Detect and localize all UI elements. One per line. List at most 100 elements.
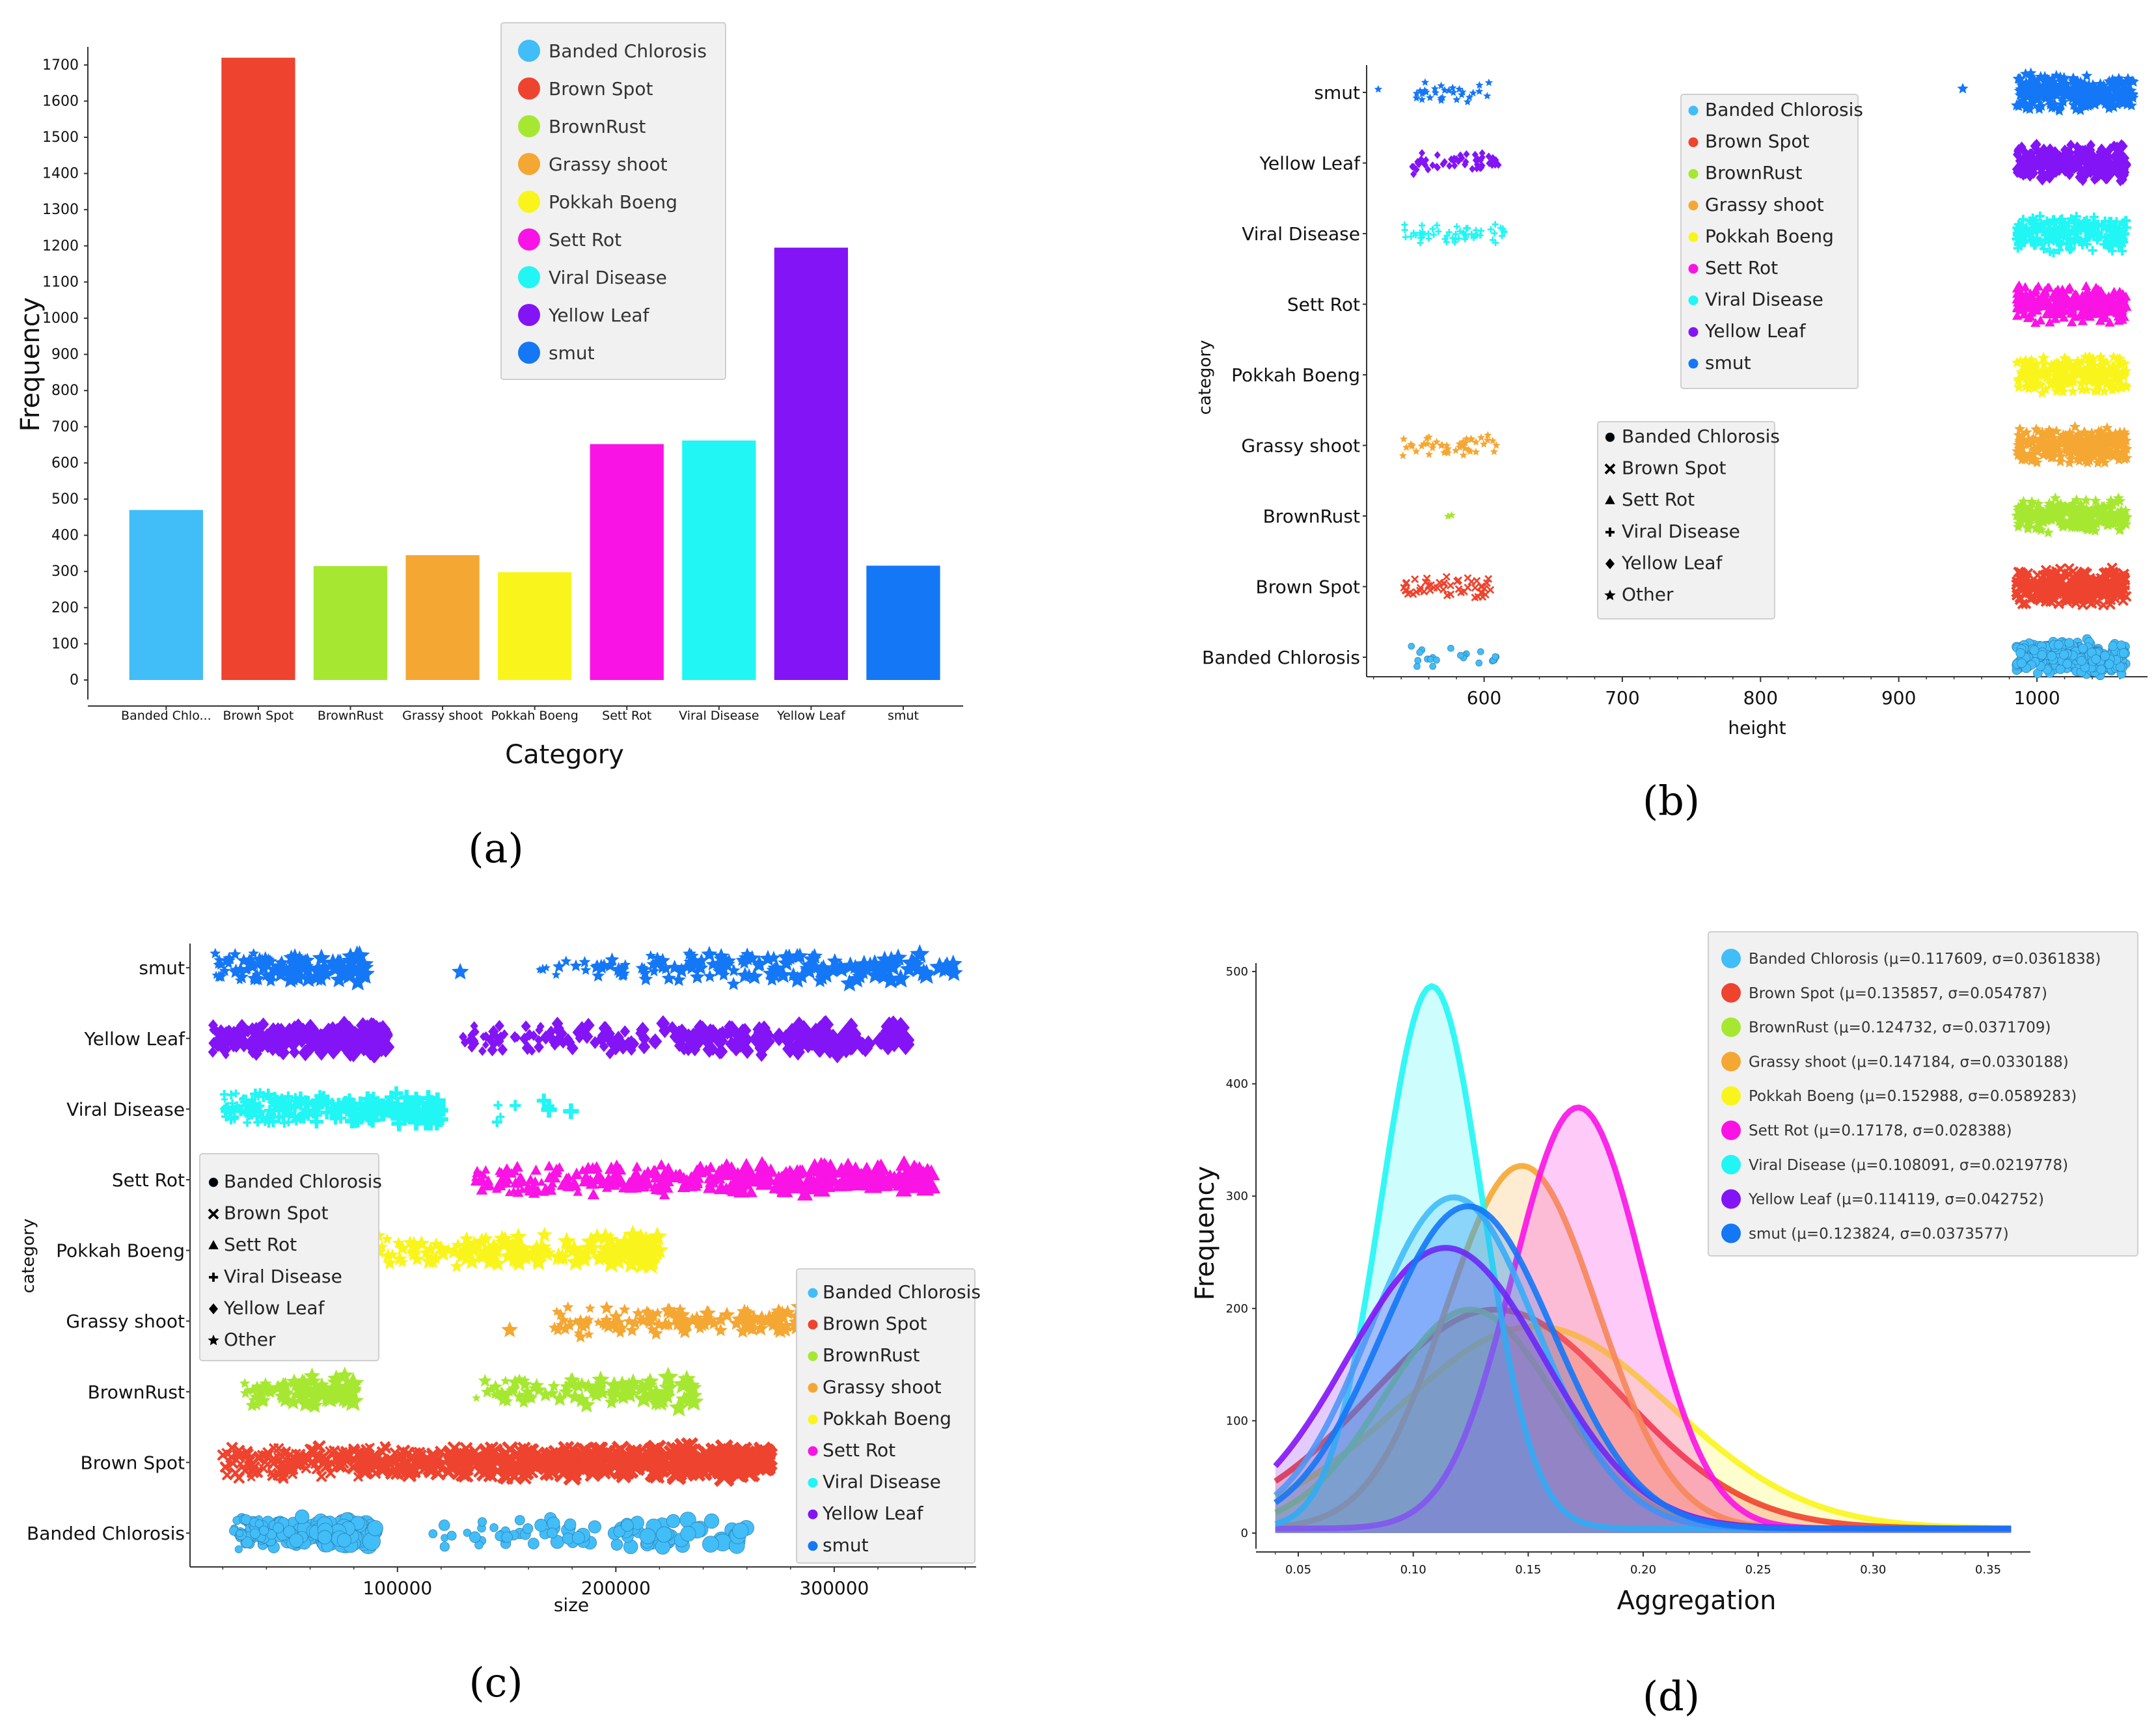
point-b-pokkah-boeng [2079,351,2092,362]
point-b-brownrust [2120,518,2132,530]
point-b-brown-spot [1482,579,1491,587]
point-b-grassy-shoot [1490,447,1499,456]
point-b-pokkah-boeng [2101,357,2113,368]
tick-label-a-y: 1600 [42,93,79,109]
legend-b-shape-label-brown-spot: Brown Spot [1622,457,1726,479]
tick-label-a-y: 600 [51,455,79,471]
point-b-brownrust [2026,508,2038,520]
point-c-banded-chlorosis [250,1528,260,1539]
point-b-viral-disease [1453,223,1460,230]
point-b-brown-spot [2110,567,2122,579]
point-b-sett-rot [2045,317,2055,327]
point-b-sett-rot [2082,285,2093,295]
point-b-brownrust [2069,503,2081,514]
point-b-pokkah-boeng [2115,382,2127,393]
point-b-sett-rot [2062,284,2073,294]
tick-label-a-y: 1100 [42,274,79,290]
point-b-banded-chlorosis [2054,640,2064,650]
point-c-banded-chlorosis [523,1523,534,1534]
point-b-grassy-shoot [1412,447,1421,455]
point-b-pokkah-boeng [2118,370,2130,381]
point-b-viral-disease [1474,231,1481,238]
point-b-brown-spot [2051,575,2062,586]
point-b-pokkah-boeng [2028,382,2041,393]
point-c-banded-chlorosis [639,1528,656,1545]
point-b-brown-spot [1454,576,1463,584]
xlabel-b: height [1728,717,1786,739]
point-b-brown-spot [2100,567,2112,578]
point-b-viral-disease [1443,238,1450,245]
point-b-grassy-shoot [2079,426,2090,437]
point-b-sett-rot [2095,286,2106,295]
point-b-pokkah-boeng [2064,377,2075,388]
point-b-grassy-shoot [1464,446,1473,454]
tick-label-a-y: 500 [51,491,79,508]
legend-b-swatch-brown-spot [1688,137,1699,148]
point-b-brown-spot [2106,586,2118,597]
point-c-banded-chlorosis [428,1529,438,1538]
point-b-sett-rot [2067,295,2078,305]
point-b-sett-rot [2116,290,2127,299]
point-b-brown-spot [1426,586,1434,594]
tick-label-a-x: Brown Spot [223,709,293,723]
point-b-pokkah-boeng [2030,367,2042,379]
point-b-grassy-shoot [2090,443,2101,454]
point-b-grassy-shoot [1492,441,1501,449]
point-b-grassy-shoot [1399,451,1407,459]
point-b-pokkah-boeng [2013,381,2025,392]
point-c-banded-chlorosis [234,1545,243,1553]
point-b-sett-rot [2012,283,2023,293]
point-b-sett-rot [2086,308,2097,318]
tick-label-a-y: 1400 [42,166,79,182]
point-b-sett-rot [2108,305,2119,314]
point-b-grassy-shoot [2056,438,2067,449]
tick-label-a-x: Pokkah Boeng [491,709,579,723]
point-b-banded-chlorosis [2059,649,2069,660]
point-b-pokkah-boeng [2019,364,2030,376]
point-b-brownrust [2110,496,2122,508]
point-b-brown-spot [1442,573,1451,581]
point-b-pokkah-boeng [2108,351,2120,362]
point-b-brownrust [2091,518,2103,529]
point-b-grassy-shoot [2030,444,2041,455]
point-b-pokkah-boeng [2107,384,2118,395]
tick-label-a-y: 1500 [42,129,79,146]
point-b-viral-disease [1487,226,1494,233]
point-b-banded-chlorosis [2091,654,2101,664]
legend-a-label-pokkah-boeng: Pokkah Boeng [549,191,677,213]
xlabel-a: Category [505,740,624,770]
legend-a-label-smut: smut [549,342,595,364]
legend-a-label-viral-disease: Viral Disease [549,267,667,288]
point-b-brownrust [2047,500,2060,511]
point-b-brown-spot [1401,586,1410,595]
tick-label-a-y: 800 [51,383,79,399]
point-b-viral-disease [1445,228,1453,236]
point-b-sett-rot [2025,311,2036,321]
point-b-brown-spot [1471,593,1479,602]
tick-label-b-x: 900 [1881,687,1916,709]
point-b-grassy-shoot [2069,421,2081,432]
point-b-viral-disease [1408,233,1415,240]
point-b-sett-rot [2030,318,2041,327]
point-b-sett-rot [2077,316,2088,325]
legend-b-swatch-smut [1688,359,1699,369]
tick-label-b-sett-rot: Sett Rot [1287,294,1360,316]
point-b-brown-spot [2011,586,2022,598]
point-b-brownrust [2042,526,2054,537]
point-c-banded-chlorosis [547,1516,560,1530]
legend-a-label-brownrust: BrownRust [549,116,646,137]
point-b-sett-rot [2062,298,2073,308]
point-b-grassy-shoot [1428,441,1437,449]
point-b-banded-chlorosis [2015,648,2025,658]
point-b-grassy-shoot [1477,433,1486,441]
bar-viral-disease [682,440,756,680]
point-b-banded-chlorosis [2064,638,2075,648]
point-b-pokkah-boeng [2094,368,2106,379]
point-c-banded-chlorosis [732,1522,749,1540]
point-b-pokkah-boeng [2053,371,2066,382]
point-b-brown-spot [2043,588,2054,600]
point-b-viral-disease [1477,227,1484,234]
point-b-pokkah-boeng [2053,362,2065,374]
tick-label-b-brown-spot: Brown Spot [1256,577,1360,598]
point-b-banded-chlorosis [1408,642,1415,650]
